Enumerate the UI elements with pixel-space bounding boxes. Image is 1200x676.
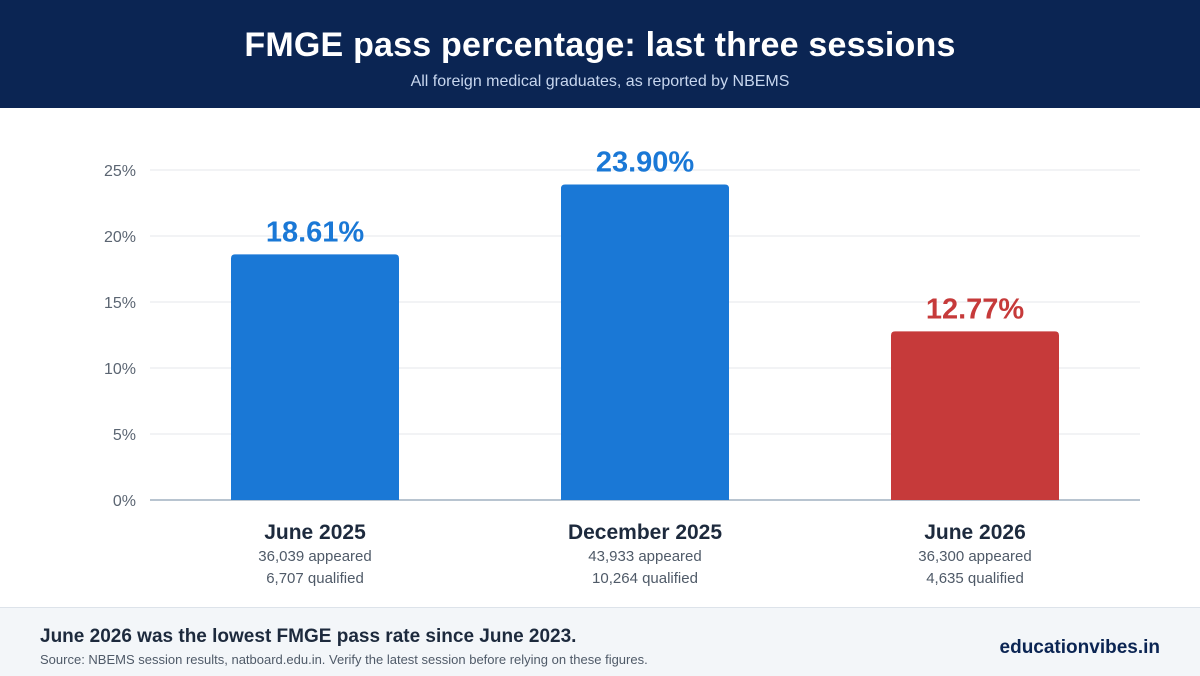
x-tick-label: December 2025 [568, 521, 722, 544]
y-tick-label: 15% [104, 295, 136, 312]
y-tick-label: 20% [104, 229, 136, 246]
footer-headline: June 2026 was the lowest FMGE pass rate … [40, 626, 577, 647]
bar-chart: 0% 5% 10% 15% 20% 25% 18.61% June 2025 36,039 ap… [104, 147, 1140, 587]
appeared-count-label: 36,039 appeared [258, 548, 371, 565]
qualified-count-label: 6,707 qualified [266, 570, 364, 587]
chart-title: FMGE pass percentage: last three session… [244, 26, 956, 64]
chart-subtitle: All foreign medical graduates, as report… [410, 73, 790, 90]
appeared-count-label: 36,300 appeared [918, 548, 1031, 565]
y-tick-label: 0% [113, 493, 136, 510]
y-tick-label: 5% [113, 427, 136, 444]
data-label: 18.61% [266, 216, 365, 248]
x-tick-label: June 2026 [924, 521, 1026, 544]
appeared-count-label: 43,933 appeared [588, 548, 701, 565]
y-tick-label: 10% [104, 361, 136, 378]
data-label: 12.77% [926, 293, 1025, 325]
qualified-count-label: 4,635 qualified [926, 570, 1024, 587]
qualified-count-label: 10,264 qualified [592, 570, 698, 587]
y-tick-label: 25% [104, 163, 136, 180]
x-tick-label: June 2025 [264, 521, 366, 544]
data-label: 23.90% [596, 147, 695, 179]
bar [891, 331, 1059, 500]
bar [231, 254, 399, 500]
brand-logo-text: educationvibes.in [999, 637, 1160, 658]
footer: June 2026 was the lowest FMGE pass rate … [0, 607, 1200, 676]
source-note: Source: NBEMS session results, natboard.… [40, 652, 648, 667]
chart-header: FMGE pass percentage: last three session… [0, 0, 1200, 108]
bar [561, 184, 729, 500]
